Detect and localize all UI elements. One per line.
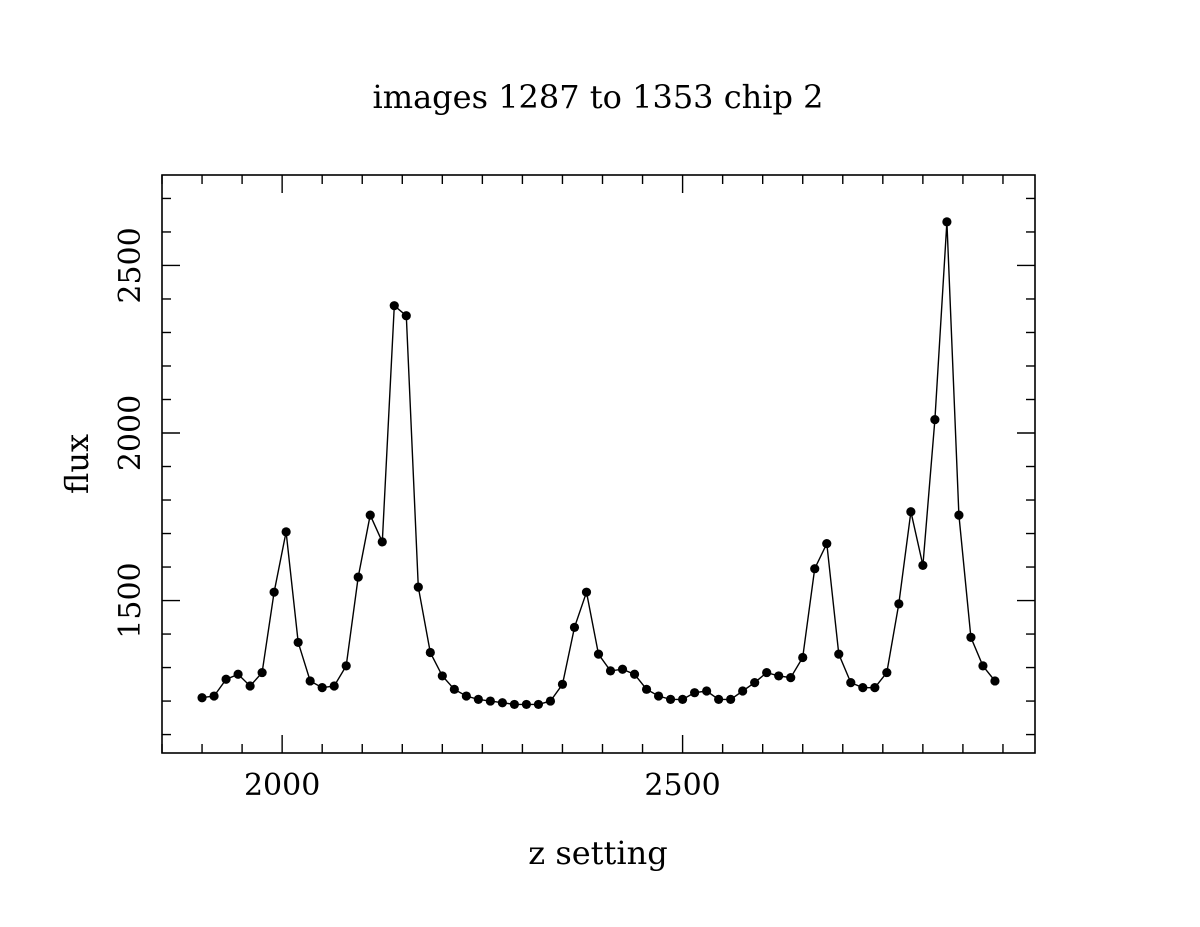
series-line xyxy=(201,221,996,706)
data-point xyxy=(882,667,892,678)
data-point xyxy=(738,686,748,696)
data-point xyxy=(906,507,916,517)
x-axis-label: z setting xyxy=(528,834,667,872)
data-point xyxy=(677,694,688,704)
data-point xyxy=(629,669,640,679)
x-tick-label: 2500 xyxy=(644,768,720,803)
data-markers xyxy=(197,217,1000,710)
chart-title: images 1287 to 1353 chip 2 xyxy=(373,78,824,116)
y-tick-label: 2500 xyxy=(113,227,148,303)
data-point xyxy=(533,699,544,710)
data-point xyxy=(413,582,423,592)
data-point xyxy=(293,637,303,648)
data-point xyxy=(557,679,568,689)
data-point xyxy=(930,415,940,425)
data-point xyxy=(798,652,808,663)
data-point xyxy=(545,696,556,706)
y-axis-label: flux xyxy=(58,434,96,494)
data-point xyxy=(846,678,856,688)
data-point xyxy=(810,564,820,574)
data-point xyxy=(257,667,267,678)
data-point xyxy=(197,693,207,703)
data-point xyxy=(449,684,459,694)
data-point xyxy=(954,510,964,520)
data-point xyxy=(750,678,760,688)
data-point xyxy=(942,217,952,227)
data-point xyxy=(521,699,532,710)
data-point xyxy=(774,671,784,681)
data-point xyxy=(245,681,255,691)
data-point xyxy=(437,671,447,681)
data-point xyxy=(353,572,363,582)
data-point xyxy=(593,649,604,659)
data-point xyxy=(726,694,736,704)
data-point xyxy=(665,694,676,704)
data-point xyxy=(233,669,243,679)
data-point xyxy=(690,688,700,698)
data-point xyxy=(581,587,592,597)
data-point xyxy=(617,664,628,674)
data-point xyxy=(894,599,904,609)
data-point xyxy=(317,683,327,693)
data-point xyxy=(341,661,351,671)
data-point xyxy=(209,691,219,701)
data-point xyxy=(918,560,928,570)
data-point xyxy=(329,681,339,691)
data-point xyxy=(653,691,664,701)
data-point xyxy=(305,676,315,686)
data-point xyxy=(221,674,231,684)
data-point xyxy=(978,661,988,671)
data-point xyxy=(461,691,471,701)
data-point xyxy=(858,683,868,693)
axis-tick-labels: 2000 2500 1500 2000 2500 xyxy=(113,227,721,803)
data-point xyxy=(401,311,411,321)
data-point xyxy=(786,673,796,683)
data-point xyxy=(822,538,832,549)
y-tick-label: 2000 xyxy=(113,395,148,471)
data-point xyxy=(834,649,844,659)
data-point xyxy=(497,698,507,708)
data-point xyxy=(870,683,880,693)
data-point xyxy=(269,587,279,597)
data-point xyxy=(990,676,1000,686)
data-point xyxy=(641,684,652,694)
plot-frame xyxy=(161,174,1036,754)
data-point xyxy=(281,527,291,537)
data-point xyxy=(473,694,483,704)
data-point xyxy=(762,667,772,678)
data-point xyxy=(605,666,616,676)
data-point xyxy=(569,622,580,632)
data-point xyxy=(485,696,495,706)
data-point xyxy=(365,510,375,520)
x-tick-label: 2000 xyxy=(244,768,320,803)
data-point xyxy=(714,694,724,704)
data-point xyxy=(966,632,976,643)
data-point xyxy=(702,686,712,696)
data-point xyxy=(509,699,520,710)
y-tick-label: 1500 xyxy=(113,562,148,638)
axis-ticks xyxy=(161,175,1035,753)
data-point xyxy=(377,537,387,547)
data-point xyxy=(425,647,435,658)
data-point xyxy=(389,301,399,311)
